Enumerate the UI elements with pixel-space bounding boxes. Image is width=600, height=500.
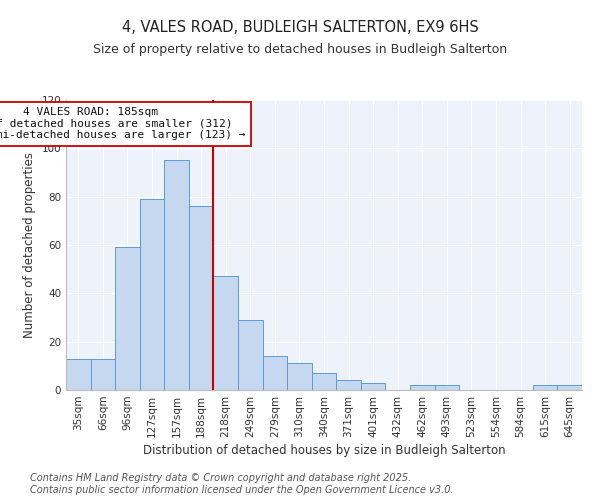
Bar <box>91 358 115 390</box>
Bar <box>66 358 91 390</box>
Bar <box>533 385 557 390</box>
X-axis label: Distribution of detached houses by size in Budleigh Salterton: Distribution of detached houses by size … <box>143 444 505 457</box>
Bar <box>164 160 189 390</box>
Text: Contains HM Land Registry data © Crown copyright and database right 2025.
Contai: Contains HM Land Registry data © Crown c… <box>30 474 454 495</box>
Bar <box>287 364 312 390</box>
Bar <box>238 320 263 390</box>
Bar <box>189 206 214 390</box>
Text: 4, VALES ROAD, BUDLEIGH SALTERTON, EX9 6HS: 4, VALES ROAD, BUDLEIGH SALTERTON, EX9 6… <box>122 20 478 35</box>
Bar <box>557 385 582 390</box>
Bar <box>336 380 361 390</box>
Bar <box>434 385 459 390</box>
Text: 4 VALES ROAD: 185sqm
← 71% of detached houses are smaller (312)
28% of semi-deta: 4 VALES ROAD: 185sqm ← 71% of detached h… <box>0 108 246 140</box>
Bar <box>140 199 164 390</box>
Y-axis label: Number of detached properties: Number of detached properties <box>23 152 36 338</box>
Bar <box>361 383 385 390</box>
Bar <box>312 373 336 390</box>
Text: Size of property relative to detached houses in Budleigh Salterton: Size of property relative to detached ho… <box>93 42 507 56</box>
Bar <box>410 385 434 390</box>
Bar <box>115 248 140 390</box>
Bar <box>263 356 287 390</box>
Bar <box>214 276 238 390</box>
